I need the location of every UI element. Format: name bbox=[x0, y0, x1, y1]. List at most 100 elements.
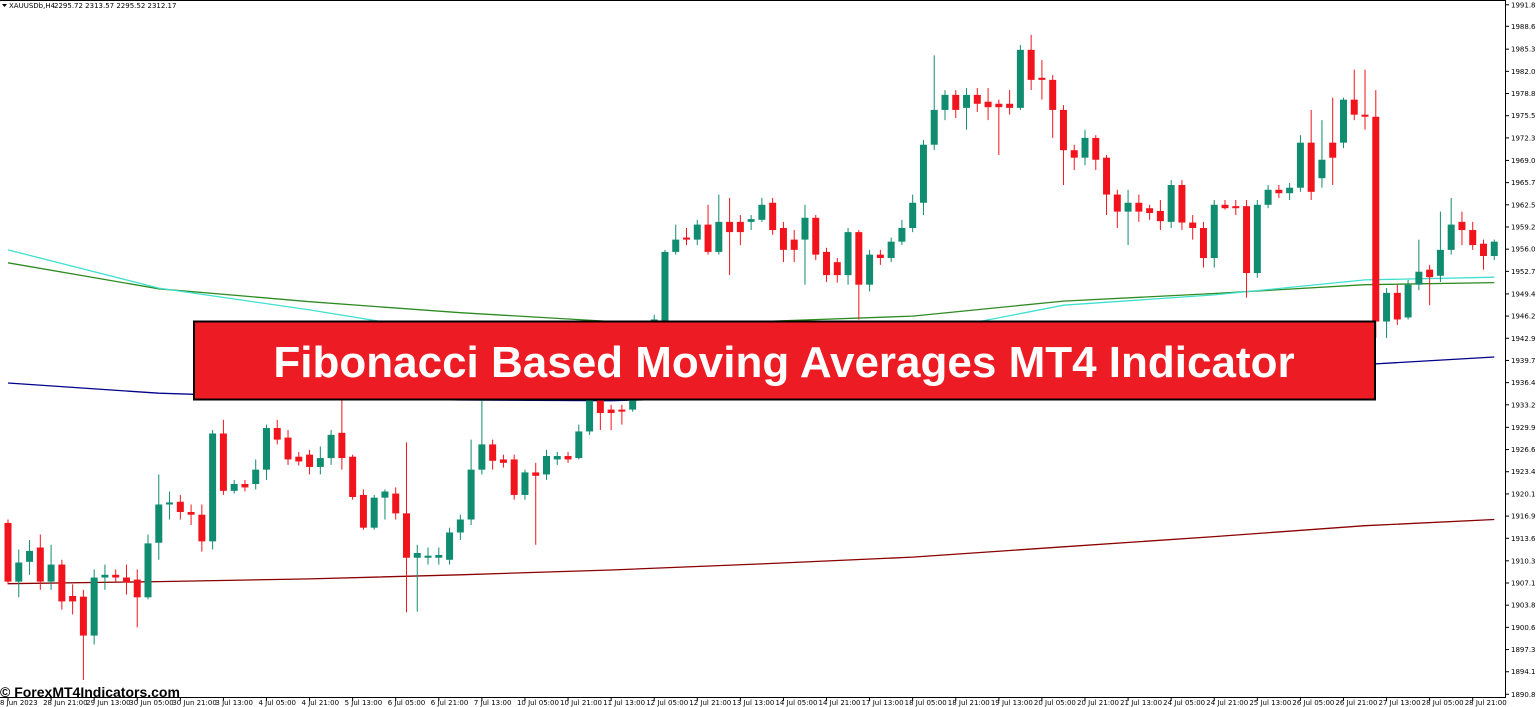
candle-body bbox=[586, 400, 594, 432]
x-tick-label: 30 Jun 21:00 bbox=[172, 699, 216, 707]
candle-body bbox=[424, 555, 432, 558]
y-tick-label: 1897.35 bbox=[1511, 646, 1536, 654]
candle-body bbox=[769, 202, 777, 231]
y-tick-label: 1982.05 bbox=[1511, 68, 1536, 76]
x-tick-label: 4 Jul 21:00 bbox=[302, 699, 340, 707]
banner-title: Fibonacci Based Moving Averages MT4 Indi… bbox=[273, 338, 1294, 387]
candle-body bbox=[112, 574, 120, 578]
y-tick-label: 1926.65 bbox=[1511, 446, 1536, 454]
candle-body bbox=[133, 579, 141, 598]
x-tick-label: 28 Jun 21:00 bbox=[43, 699, 87, 707]
candle-body bbox=[262, 428, 270, 470]
candle-body bbox=[1393, 292, 1401, 320]
x-tick-label: 6 Jul 21:00 bbox=[431, 699, 469, 707]
candle-body bbox=[963, 94, 971, 108]
candle-body bbox=[715, 221, 723, 252]
y-tick-label: 1913.65 bbox=[1511, 535, 1536, 543]
candle-body bbox=[15, 562, 23, 582]
candle-body bbox=[564, 456, 572, 460]
candle-body bbox=[1006, 103, 1014, 108]
candle-body bbox=[1092, 137, 1100, 160]
candle-body bbox=[1361, 114, 1369, 117]
y-tick-label: 1900.60 bbox=[1511, 624, 1536, 632]
candle-body bbox=[435, 555, 443, 558]
candle-body bbox=[1081, 137, 1089, 158]
candle-body bbox=[1404, 284, 1412, 318]
x-tick-label: 19 Jul 13:00 bbox=[991, 699, 1033, 707]
y-tick-label: 1923.40 bbox=[1511, 468, 1536, 476]
candle-body bbox=[446, 532, 454, 560]
candle-body bbox=[607, 409, 615, 414]
x-tick-label: 30 Jun 05:00 bbox=[129, 699, 173, 707]
x-tick-label: 3 Jul 13:00 bbox=[215, 699, 253, 707]
x-tick-label: 24 Jul 21:00 bbox=[1206, 699, 1248, 707]
candle-body bbox=[693, 224, 701, 240]
candle-body bbox=[543, 456, 550, 475]
x-tick-label: 28 Jul 21:00 bbox=[1465, 699, 1507, 707]
candle-body bbox=[187, 511, 195, 515]
y-tick-label: 1969.00 bbox=[1511, 157, 1536, 165]
candle-body bbox=[1221, 204, 1229, 209]
candle-body bbox=[338, 432, 346, 459]
candle-body bbox=[1232, 206, 1240, 209]
x-tick-label: 13 Jul 13:00 bbox=[732, 699, 774, 707]
candle-body bbox=[683, 237, 691, 240]
candle-body bbox=[316, 458, 324, 467]
x-tick-label: 7 Jul 13:00 bbox=[474, 699, 512, 707]
candle-body bbox=[413, 552, 421, 558]
x-tick-label: 29 Jun 13:00 bbox=[86, 699, 130, 707]
candle-body bbox=[661, 251, 669, 322]
candle-body bbox=[1135, 202, 1143, 212]
candle-body bbox=[1113, 194, 1121, 212]
y-tick-label: 1959.25 bbox=[1511, 223, 1536, 231]
candle-body bbox=[1415, 271, 1423, 285]
candle-body bbox=[919, 144, 927, 203]
candle-body bbox=[1286, 187, 1294, 194]
candle-body bbox=[876, 254, 884, 259]
candle-body bbox=[122, 577, 130, 583]
candle-body bbox=[844, 232, 852, 276]
candle-body bbox=[909, 202, 917, 229]
x-tick-label: 14 Jul 21:00 bbox=[819, 699, 861, 707]
x-tick-label: 17 Jul 13:00 bbox=[862, 699, 904, 707]
candle-body bbox=[306, 454, 314, 467]
x-tick-label: 25 Jul 13:00 bbox=[1249, 699, 1291, 707]
menu-arrow bbox=[2, 4, 7, 7]
candle-body bbox=[1318, 159, 1326, 179]
ohlc-label: 2295.72 2313.57 2295.52 2312.17 bbox=[54, 2, 176, 10]
x-tick-label: 10 Jul 05:00 bbox=[517, 699, 559, 707]
candle-body bbox=[855, 232, 863, 285]
candle-body bbox=[252, 469, 260, 485]
y-tick-label: 1949.45 bbox=[1511, 290, 1536, 298]
x-tick-label: 5 Jul 13:00 bbox=[345, 699, 383, 707]
candle-body bbox=[1038, 77, 1046, 80]
candle-body bbox=[90, 577, 98, 636]
x-tick-label: 27 Jul 13:00 bbox=[1379, 699, 1421, 707]
candle-body bbox=[198, 514, 206, 542]
candle-body bbox=[553, 456, 561, 460]
candle-body bbox=[1296, 142, 1304, 188]
candle-body bbox=[69, 595, 77, 602]
candle-body bbox=[672, 239, 680, 252]
candle-body bbox=[1167, 185, 1175, 222]
candle-body bbox=[941, 94, 949, 110]
x-tick-label: 20 Jul 05:00 bbox=[1034, 699, 1076, 707]
candle-body bbox=[241, 484, 249, 488]
candle-body bbox=[1049, 79, 1057, 110]
candle-body bbox=[499, 459, 507, 463]
candle-body bbox=[176, 501, 184, 512]
candle-body bbox=[467, 469, 475, 520]
candle-body bbox=[1146, 208, 1154, 213]
y-tick-label: 1985.30 bbox=[1511, 46, 1536, 54]
price-axis: 1991.80 1988.65 1985.30 1982.05 1978.80 1975.… bbox=[1505, 1, 1536, 699]
candle-body bbox=[295, 456, 303, 462]
candle-body bbox=[1372, 116, 1380, 322]
x-tick-label: 18 Jul 05:00 bbox=[905, 699, 947, 707]
y-tick-label: 1988.65 bbox=[1511, 23, 1536, 31]
x-tick-label: 26 Jul 21:00 bbox=[1335, 699, 1377, 707]
candle-body bbox=[758, 204, 766, 220]
candle-body bbox=[166, 502, 174, 505]
candle-body bbox=[726, 221, 734, 233]
